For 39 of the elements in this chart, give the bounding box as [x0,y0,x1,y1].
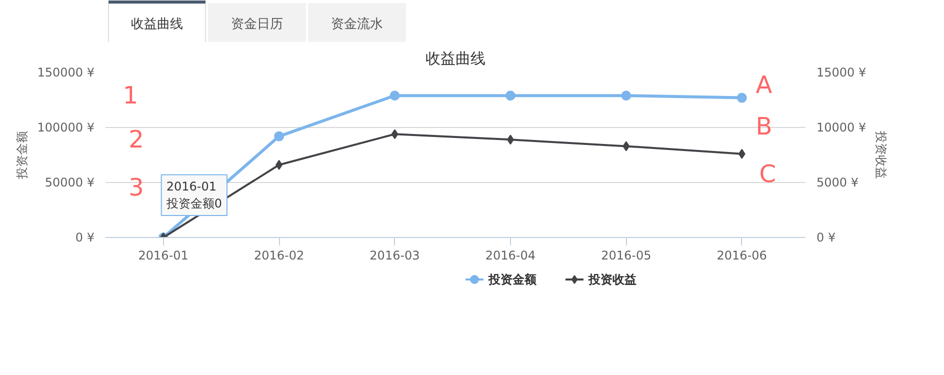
annotation: 1 [122,81,138,110]
chart-title: 收益曲线 [426,50,486,68]
x-tick-label: 2016-05 [601,248,652,262]
point [276,160,283,170]
x-tick-label: 2016-03 [370,248,420,262]
y2-tick-label: 0 ¥ [816,230,836,244]
point [738,148,746,159]
point [622,141,630,152]
y-tick-label: 150000 ¥ [37,66,95,80]
point [390,90,400,101]
text: 资金日历 [231,16,283,31]
x-tick-label: 2016-02 [254,248,304,262]
point [736,92,747,103]
point [621,90,632,101]
y-tick-label: 100000 ¥ [37,120,95,134]
y2-tick-label: 10000 ¥ [816,120,866,134]
y2-tick-label: 5000 ¥ [816,176,859,190]
annotation: 2 [128,125,144,154]
point [505,90,516,101]
x-tick-label: 2016-06 [716,248,767,262]
y-tick-label: 50000 ¥ [44,176,95,190]
text: 资金流水 [331,16,383,31]
annotation: 3 [128,174,144,202]
x-tick-label: 2016-04 [485,248,536,262]
text: 收益曲线 [131,16,183,31]
legend-label: 投资收益 [588,272,636,286]
point [506,134,514,145]
y-tick-label: 0 ¥ [75,230,95,244]
point [274,131,284,142]
x-tick-label: 2016-01 [138,248,188,262]
annotation: 2016-01 投资金额0 [165,180,222,210]
y2-tick-label: 15000 ¥ [816,66,866,80]
y2-axis-title: 投资收益 [874,130,888,179]
y-axis-title: 投资金额 [15,131,30,180]
annotation: A [756,70,773,99]
annotation: C [759,160,776,188]
legend-label: 投资金额 [488,272,538,286]
annotation: B [756,112,772,141]
point [391,129,398,140]
